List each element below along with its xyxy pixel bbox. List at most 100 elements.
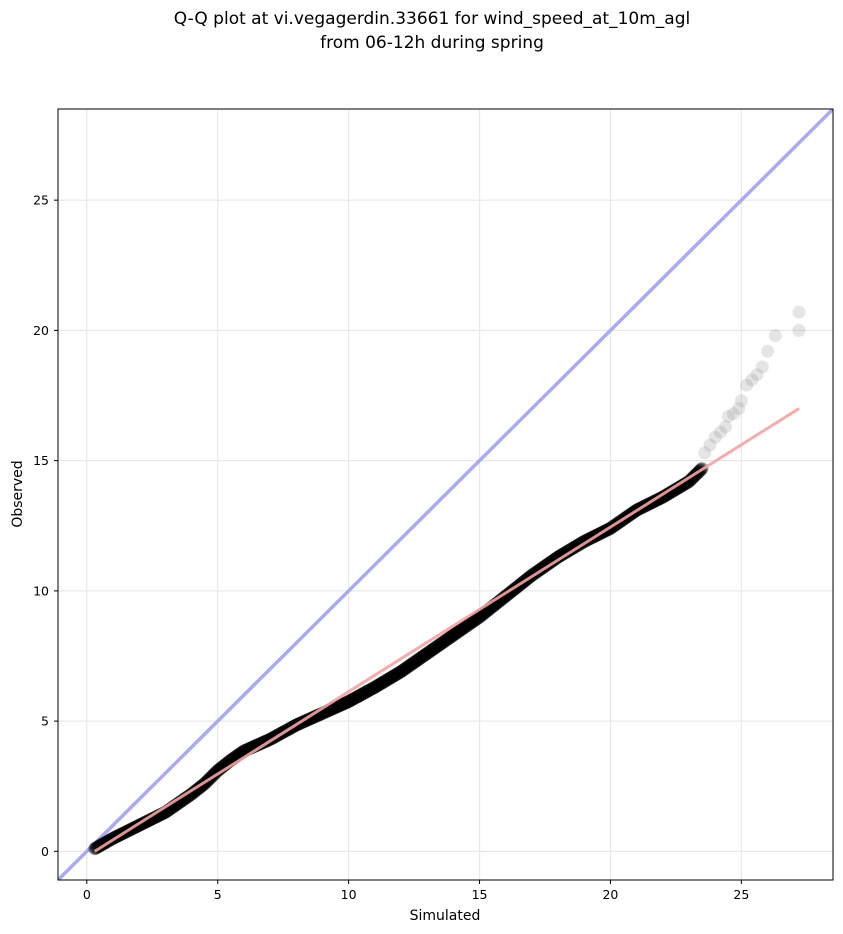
data-point (357, 686, 371, 700)
data-point (672, 480, 686, 494)
data-point (434, 637, 448, 651)
data-point-tail (750, 368, 764, 382)
data-point (368, 680, 382, 694)
data-point (369, 679, 383, 693)
data-point (661, 487, 675, 501)
data-point (340, 695, 354, 709)
data-point (396, 663, 410, 677)
data-point (326, 701, 340, 715)
data-point (186, 786, 200, 800)
data-point (187, 785, 201, 799)
data-point (338, 696, 352, 710)
data-point (450, 625, 464, 639)
data-point (435, 636, 449, 650)
data-point (381, 672, 395, 686)
data-point (498, 590, 512, 604)
data-point (379, 674, 393, 688)
data-point (400, 661, 414, 675)
data-point (455, 622, 469, 636)
data-point (411, 653, 425, 667)
data-point (407, 655, 421, 669)
data-point (366, 681, 380, 695)
data-point (417, 648, 431, 662)
data-point (332, 699, 346, 713)
data-point (335, 698, 349, 712)
data-point (211, 764, 225, 778)
data-points (88, 305, 806, 856)
data-point (408, 655, 422, 669)
data-point (355, 687, 369, 701)
data-point (436, 636, 450, 650)
data-point (377, 675, 391, 689)
data-point (374, 676, 388, 690)
data-point (388, 668, 402, 682)
reference-line-path (58, 109, 833, 880)
data-point (395, 664, 409, 678)
data-point (378, 674, 392, 688)
x-axis-label: Simulated (410, 908, 481, 924)
data-point (657, 489, 671, 503)
data-point (441, 632, 455, 646)
data-point (253, 737, 267, 751)
data-point (468, 613, 482, 627)
data-point (657, 490, 671, 504)
data-point (349, 690, 363, 704)
data-point (211, 763, 225, 777)
data-point (671, 481, 685, 495)
x-tick-label: 5 (214, 887, 222, 902)
data-point (415, 650, 429, 664)
data-point (358, 686, 372, 700)
data-point (412, 652, 426, 666)
data-point (663, 486, 677, 500)
data-point (445, 629, 459, 643)
data-point (409, 654, 423, 668)
data-point (499, 589, 513, 603)
data-point (401, 660, 415, 674)
data-point (140, 814, 154, 828)
data-point (427, 642, 441, 656)
data-point (458, 620, 472, 634)
data-point (469, 613, 483, 627)
data-point (210, 764, 224, 778)
data-point (669, 482, 683, 496)
data-point (254, 736, 268, 750)
data-point (432, 638, 446, 652)
data-point (661, 487, 675, 501)
data-point (402, 659, 416, 673)
data-point (353, 689, 367, 703)
y-tick-label: 25 (33, 193, 49, 208)
data-point (497, 590, 511, 604)
data-point (466, 614, 480, 628)
data-point (339, 696, 353, 710)
data-point (662, 486, 676, 500)
data-point (352, 689, 366, 703)
data-point (442, 631, 456, 645)
data-point (659, 488, 673, 502)
data-point (360, 685, 374, 699)
data-point (256, 736, 270, 750)
data-point (88, 842, 102, 856)
data-point (359, 685, 373, 699)
data-point (424, 644, 438, 658)
x-tick-label: 15 (472, 887, 488, 902)
data-point (666, 484, 680, 498)
data-point (388, 668, 402, 682)
data-point (425, 643, 439, 657)
data-point (428, 641, 442, 655)
data-point (399, 661, 413, 675)
data-point (457, 621, 471, 635)
data-point (332, 699, 346, 713)
data-point (330, 700, 344, 714)
data-point (419, 647, 433, 661)
data-point (453, 624, 467, 638)
data-point (459, 619, 473, 633)
data-point (383, 671, 397, 685)
data-point (420, 646, 434, 660)
data-point (384, 670, 398, 684)
data-point (404, 658, 418, 672)
data-point (344, 693, 358, 707)
y-tick-label: 20 (33, 323, 49, 338)
data-point (382, 672, 396, 686)
data-point (433, 638, 447, 652)
fit-line (93, 407, 800, 853)
